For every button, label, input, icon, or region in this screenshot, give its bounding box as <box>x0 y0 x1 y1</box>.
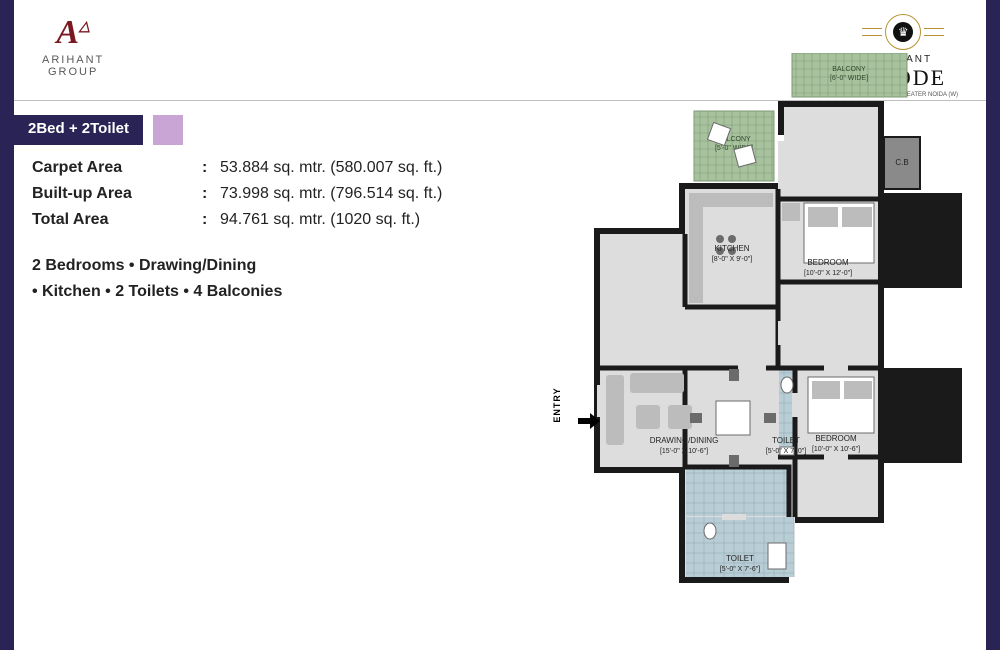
spec-value: 73.998 sq. mtr. (796.514 sq. ft.) <box>220 185 442 203</box>
unit-type-row: 2Bed + 2Toilet <box>14 115 484 145</box>
svg-text:DRAWING/DINING: DRAWING/DINING <box>650 436 719 445</box>
brand-left-line2: GROUP <box>48 66 98 78</box>
accent-swatch <box>153 115 183 145</box>
floorplan-panel: BALCONY[7'-0" WIDE]BALCONY[5'-0" WIDE]BA… <box>484 101 986 635</box>
svg-text:BALCONY: BALCONY <box>832 66 866 73</box>
svg-text:[10'-0" X 10'-6"]: [10'-0" X 10'-6"] <box>812 446 860 453</box>
svg-text:[10'-0" X 12'-0"]: [10'-0" X 12'-0"] <box>804 270 852 277</box>
svg-text:BEDROOM: BEDROOM <box>815 434 857 443</box>
specs-table: Carpet Area : 53.884 sq. mtr. (580.007 s… <box>14 145 484 229</box>
features-line1: 2 Bedrooms • Drawing/Dining <box>32 253 466 279</box>
spec-colon: : <box>202 211 220 229</box>
spec-label: Carpet Area <box>32 159 202 177</box>
svg-text:[5'-0" X 7'-6"]: [5'-0" X 7'-6"] <box>720 566 760 573</box>
brand-left-logo: A△ ARIHANT GROUP <box>42 14 104 78</box>
floorplan: BALCONY[7'-0" WIDE]BALCONY[5'-0" WIDE]BA… <box>524 53 984 628</box>
brand-left-mark: A△ <box>56 14 89 52</box>
spec-row: Total Area : 94.761 sq. mtr. (1020 sq. f… <box>32 211 466 229</box>
page-frame: A△ ARIHANT GROUP ♛ ARIHANT ABODE 2,3 BHK… <box>0 0 1000 650</box>
svg-text:TOILET: TOILET <box>726 554 754 563</box>
brand-left-line1: ARIHANT <box>42 54 104 66</box>
spec-row: Carpet Area : 53.884 sq. mtr. (580.007 s… <box>32 159 466 177</box>
spec-colon: : <box>202 185 220 203</box>
info-panel: 2Bed + 2Toilet Carpet Area : 53.884 sq. … <box>14 101 484 635</box>
features-list: 2 Bedrooms • Drawing/Dining • Kitchen • … <box>14 237 484 320</box>
spec-label: Total Area <box>32 211 202 229</box>
svg-text:BEDROOM: BEDROOM <box>807 258 849 267</box>
content: 2Bed + 2Toilet Carpet Area : 53.884 sq. … <box>14 101 986 635</box>
svg-text:TOILET: TOILET <box>772 436 800 445</box>
spec-row: Built-up Area : 73.998 sq. mtr. (796.514… <box>32 185 466 203</box>
svg-text:[6'-0" WIDE]: [6'-0" WIDE] <box>830 75 868 82</box>
spec-value: 53.884 sq. mtr. (580.007 sq. ft.) <box>220 159 442 177</box>
floorplan-svg: BALCONY[7'-0" WIDE]BALCONY[5'-0" WIDE]BA… <box>524 53 984 628</box>
unit-type-pill: 2Bed + 2Toilet <box>14 115 143 145</box>
svg-text:ENTRY: ENTRY <box>552 387 562 422</box>
spec-label: Built-up Area <box>32 185 202 203</box>
features-line2: • Kitchen • 2 Toilets • 4 Balconies <box>32 279 466 305</box>
svg-text:[5'-0" X 7'-0"]: [5'-0" X 7'-0"] <box>766 448 806 455</box>
crest-icon: ♛ <box>885 14 921 50</box>
spec-value: 94.761 sq. mtr. (1020 sq. ft.) <box>220 211 420 229</box>
svg-text:C.B: C.B <box>895 158 908 167</box>
svg-text:KITCHEN: KITCHEN <box>714 244 749 253</box>
spec-colon: : <box>202 159 220 177</box>
svg-text:[15'-0" X 10'-6"]: [15'-0" X 10'-6"] <box>660 448 708 455</box>
svg-text:[8'-0" X 9'-0"]: [8'-0" X 9'-0"] <box>712 256 752 263</box>
